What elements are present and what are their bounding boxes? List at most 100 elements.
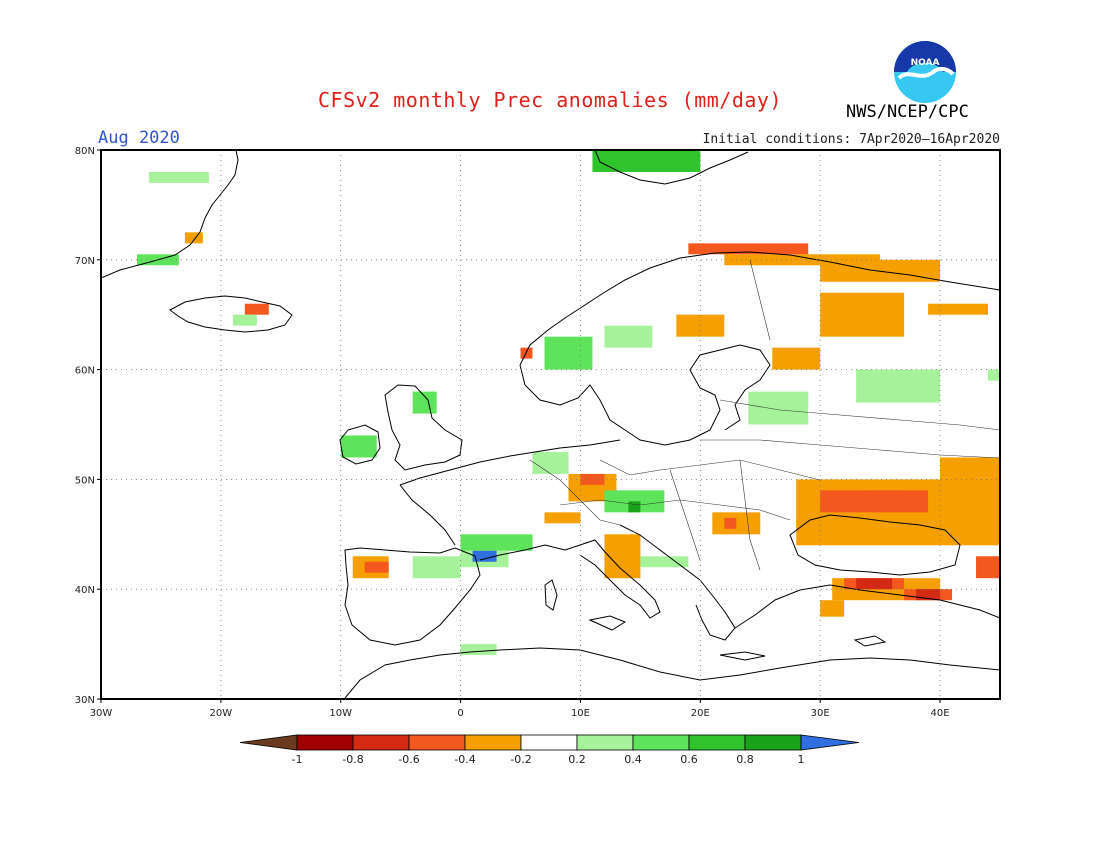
lat-tick-label: 40N [75,585,95,596]
coastline-iceland [169,295,293,333]
lat-tick-label: 30N [75,695,95,706]
colorbar-label: 0.8 [736,753,754,766]
anomaly-cell [604,534,641,579]
lon-tick-label: 40E [931,708,950,719]
lat-tick-label: 50N [75,475,95,486]
coastline-crete [719,651,766,661]
anomaly-cell [856,369,941,403]
anomaly-cell [364,561,389,573]
anomaly-cell [544,336,593,370]
coastline-svalbard [594,150,749,185]
coastline-sicily [588,615,627,631]
colorbar-segment [688,734,746,751]
anomaly-cell [544,512,581,524]
lon-tick-label: 20W [210,708,233,719]
colorbar-segment [632,734,690,751]
anomaly-cell [976,556,1000,579]
colorbar-above-arrow [800,734,860,751]
logo-text: NOAA [911,58,940,68]
anomaly-cell [940,457,1000,502]
anomaly-cell [868,490,905,502]
anomaly-cell [640,556,689,568]
anomaly-cell [820,292,905,337]
lon-tick-label: 30W [90,708,113,719]
anomaly-cell [520,347,533,359]
colorbar-segment [408,734,466,751]
anomaly-cell [988,369,1000,381]
anomaly-cell [724,517,737,529]
colorbar-segment [576,734,634,751]
coastline-med-france [479,544,566,561]
lat-tick-label: 60N [75,366,95,377]
anomaly-cell [184,232,203,244]
forecast-month: Aug 2020 [98,128,180,148]
colorbar-label: 1 [798,753,805,766]
coastline-north-africa [344,647,1000,699]
anomaly-cell [148,171,209,183]
colorbar-segment [520,734,578,751]
colorbar-label: -0.2 [510,753,531,766]
agency-label: NWS/NCEP/CPC [846,102,969,122]
anomaly-cell [748,391,809,425]
lon-tick-label: 20E [691,708,710,719]
anomaly-cell [244,303,269,315]
plot-background [101,150,1000,699]
colorbar-label: -1 [292,753,303,766]
latitude-ticks: 30N 40N 50N 60N 70N 80N [75,146,101,706]
anomaly-cell [460,644,497,656]
coastline-cyprus [853,635,887,647]
coastline-sardinia [544,579,558,611]
coastline-greenland [101,150,239,279]
anomaly-cell [412,556,461,579]
anomaly-cell [856,578,893,590]
coastline-greece [695,579,736,641]
coastline-continent-north [399,439,621,486]
anomaly-cell [580,473,605,485]
coastline-norway-south [519,364,626,431]
anomaly-cell [928,303,989,315]
anomaly-cell [772,347,821,370]
anomaly-cell [604,325,653,348]
lat-tick-label: 80N [75,146,95,157]
coastlines [101,150,1000,699]
chart-title: CFSv2 monthly Prec anomalies (mm/day) [317,88,783,112]
anomaly-cell [412,391,437,414]
coastline-adriatic [619,524,701,581]
colorbar-segment [352,734,410,751]
initial-conditions: Initial conditions: 7Apr2020–16Apr2020 [702,132,1000,147]
anomaly-cell [592,150,701,172]
colorbar-below-arrow [239,734,298,751]
colorbar-segment [744,734,802,751]
anomaly-cell [232,314,257,326]
anomaly-cell [688,243,809,255]
colorbar-label: -0.6 [398,753,419,766]
noaa-logo-icon: NOAA [894,41,956,103]
anomaly-cell [916,589,941,601]
coastline-italy [564,539,661,619]
plot-frame [100,149,1001,700]
lon-tick-label: 0 [457,708,463,719]
longitude-ticks: 30W 20W 10W 0 10E 20E 30E 40E [90,699,950,719]
anomaly-cell [460,534,533,551]
lat-tick-label: 70N [75,256,95,267]
anomaly-cell [532,451,569,474]
colorbar-label: -0.8 [342,753,363,766]
colorbar-segment [464,734,522,751]
coastline-aegean-turkey [734,584,1000,629]
anomaly-cell [628,501,641,513]
coastline-scandinavia [519,251,1000,366]
anomaly-cell [724,254,881,266]
colorbar-label: -0.4 [454,753,475,766]
anomaly-cell [340,435,377,458]
colorbar-label: 0.2 [568,753,586,766]
coastline-black-sea [789,514,961,576]
lon-tick-label: 30E [811,708,830,719]
anomaly-cell [820,600,845,617]
coastline-iberia [344,547,481,646]
coastline-france-west [399,484,456,546]
colorbar-label: 0.6 [680,753,698,766]
lon-tick-label: 10E [571,708,590,719]
coastline-ireland [339,424,381,465]
colorbar-label: 0.4 [624,753,642,766]
